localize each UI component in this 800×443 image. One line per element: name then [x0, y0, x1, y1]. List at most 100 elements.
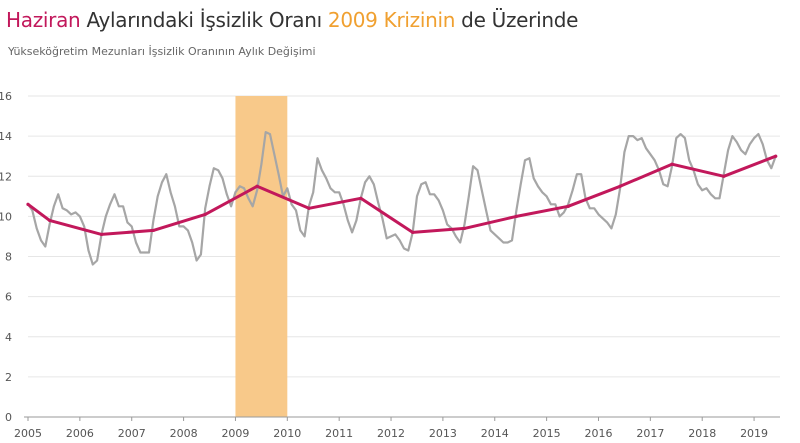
- monthly-data-point: [204, 207, 207, 210]
- monthly-data-point: [601, 217, 604, 220]
- monthly-data-point: [532, 177, 535, 180]
- monthly-data-point: [35, 227, 38, 230]
- monthly-data-point: [342, 203, 345, 206]
- monthly-data-point: [290, 203, 293, 206]
- monthly-data-point: [610, 227, 613, 230]
- monthly-data-point: [200, 253, 202, 256]
- monthly-data-point: [688, 159, 691, 161]
- monthly-data-point: [277, 173, 280, 176]
- june-series-line: [26, 154, 778, 236]
- monthly-data-point: [545, 195, 548, 198]
- monthly-data-point: [347, 219, 349, 222]
- monthly-data-point: [325, 177, 328, 180]
- monthly-data-point: [312, 191, 315, 194]
- monthly-data-point: [649, 153, 652, 155]
- monthly-data-point: [113, 193, 116, 196]
- monthly-data-point: [169, 191, 172, 194]
- monthly-data-point: [735, 141, 738, 143]
- y-tick-label: 6: [5, 291, 12, 304]
- x-tick-label: 2017: [636, 427, 664, 440]
- x-tick-label: 2007: [118, 427, 146, 440]
- monthly-data-point: [251, 205, 254, 208]
- monthly-data-point: [511, 239, 513, 242]
- monthly-data-point: [662, 183, 665, 186]
- june-data-point: [48, 218, 52, 222]
- june-data-point: [99, 232, 104, 237]
- monthly-data-point: [640, 137, 643, 139]
- monthly-data-point: [96, 259, 98, 262]
- june-data-point: [514, 214, 518, 218]
- monthly-data-point: [104, 215, 107, 218]
- monthly-data-point: [247, 197, 250, 200]
- monthly-data-point: [597, 213, 600, 216]
- monthly-data-point: [398, 239, 401, 242]
- monthly-data-point: [718, 197, 721, 200]
- monthly-data-point: [377, 201, 379, 204]
- monthly-data-point: [355, 219, 358, 222]
- monthly-data-point: [148, 251, 150, 254]
- y-tick-label: 0: [5, 411, 12, 424]
- monthly-data-point: [429, 193, 431, 196]
- monthly-data-point: [770, 167, 773, 170]
- monthly-data-point: [606, 221, 608, 224]
- monthly-data-point: [705, 187, 708, 190]
- monthly-data-point: [627, 135, 630, 137]
- title-highlight-crisis: 2009 Krizinin: [327, 8, 456, 32]
- monthly-data-point: [528, 157, 531, 159]
- june-data-point: [255, 184, 259, 188]
- x-tick-label: 2006: [66, 427, 94, 440]
- monthly-data-point: [217, 169, 219, 172]
- monthly-data-point: [632, 135, 634, 137]
- monthly-data-point: [221, 177, 224, 180]
- monthly-data-point: [761, 143, 764, 145]
- monthly-data-point: [295, 209, 297, 212]
- y-tick-label: 16: [0, 90, 12, 103]
- monthly-data-point: [273, 153, 276, 155]
- monthly-data-point: [316, 157, 319, 159]
- june-data-point: [359, 196, 363, 200]
- monthly-data-point: [351, 231, 353, 234]
- monthly-data-point: [714, 197, 716, 200]
- monthly-data-point: [238, 185, 241, 188]
- monthly-data-point: [442, 209, 444, 212]
- monthly-data-point: [710, 193, 712, 196]
- chart-subtitle: Yükseköğretim Mezunları İşsizlik Oranını…: [8, 45, 316, 58]
- monthly-data-point: [213, 167, 215, 170]
- monthly-data-point: [44, 245, 47, 248]
- x-tick-label: 2014: [481, 427, 509, 440]
- monthly-data-point: [636, 139, 639, 141]
- monthly-data-point: [489, 229, 492, 232]
- monthly-data-point: [416, 195, 418, 198]
- monthly-data-point: [506, 241, 509, 244]
- monthly-data-point: [679, 133, 682, 135]
- monthly-data-point: [424, 181, 427, 184]
- x-tick-label: 2009: [221, 427, 249, 440]
- monthly-data-point: [645, 147, 647, 149]
- monthly-data-point: [260, 163, 263, 166]
- monthly-data-point: [381, 217, 384, 220]
- monthly-data-point: [571, 189, 574, 192]
- monthly-data-point: [554, 203, 557, 206]
- monthly-data-point: [243, 187, 245, 190]
- monthly-data-point: [70, 213, 73, 216]
- monthly-data-point: [666, 185, 669, 188]
- june-data-point: [151, 228, 155, 233]
- y-tick-label: 4: [5, 331, 12, 344]
- monthly-data-point: [748, 143, 751, 145]
- june-data-point: [774, 154, 778, 158]
- monthly-data-point: [563, 211, 565, 214]
- monthly-data-point: [191, 241, 194, 244]
- monthly-data-point: [485, 209, 487, 212]
- monthly-data-point: [122, 205, 124, 208]
- monthly-data-point: [334, 191, 336, 194]
- monthly-data-point: [264, 131, 267, 133]
- monthly-data-point: [731, 135, 734, 137]
- monthly-data-point: [269, 133, 271, 135]
- y-tick-label: 10: [0, 210, 12, 223]
- monthly-data-point: [455, 235, 457, 238]
- monthly-data-point: [31, 209, 34, 212]
- monthly-data-point: [66, 209, 68, 212]
- monthly-data-point: [40, 239, 42, 242]
- june-data-point: [566, 204, 570, 208]
